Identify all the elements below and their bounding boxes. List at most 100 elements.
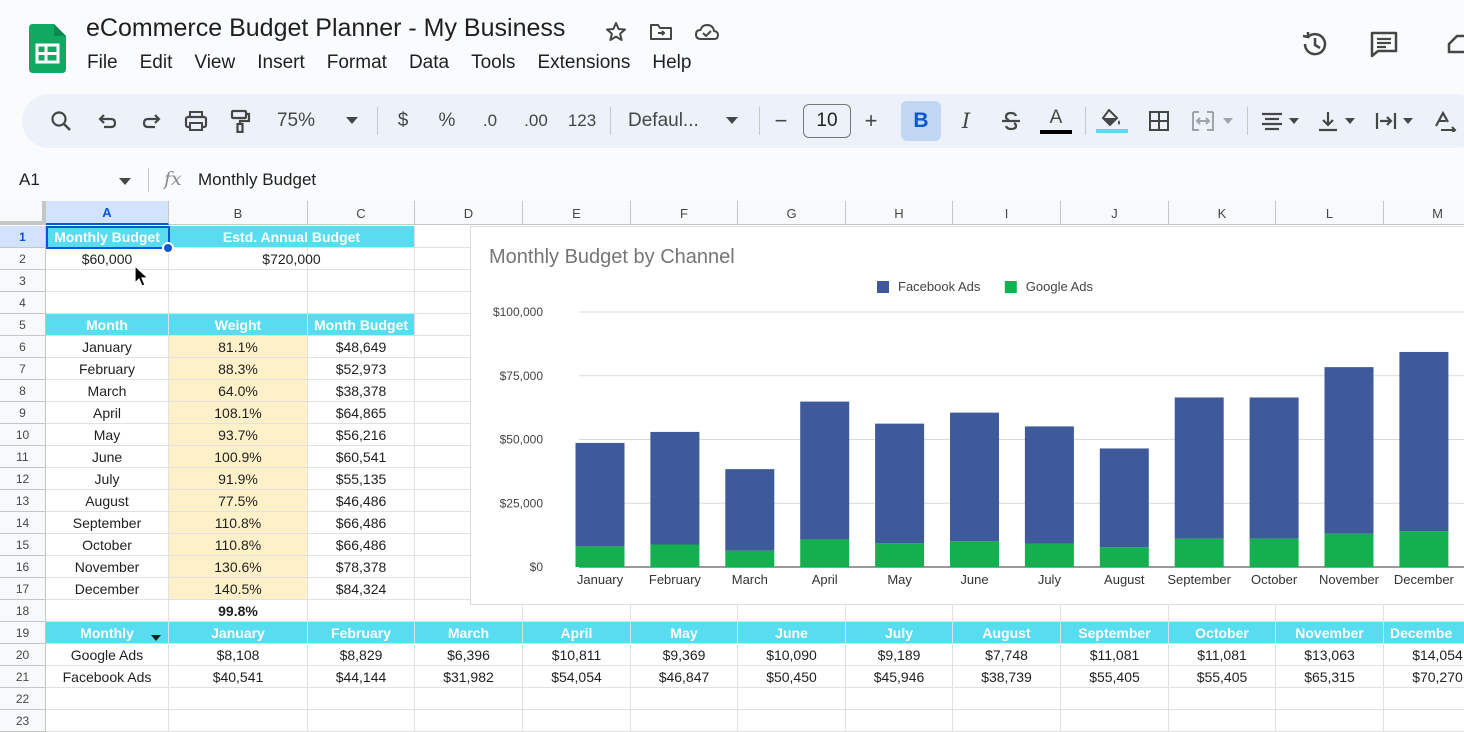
column-header-k[interactable]: K bbox=[1169, 201, 1276, 225]
cell-e20[interactable]: $10,811 bbox=[551, 646, 602, 663]
fill-color-icon[interactable] bbox=[1096, 94, 1128, 148]
row-header-18[interactable]: 18 bbox=[0, 600, 46, 622]
cell-d19[interactable]: March bbox=[415, 622, 522, 643]
decrease-decimal-button[interactable]: .0 bbox=[475, 94, 505, 148]
column-header-j[interactable]: J bbox=[1061, 201, 1169, 225]
cell-a1[interactable]: Monthly Budget bbox=[46, 226, 168, 247]
cell-a20[interactable]: Google Ads bbox=[70, 646, 144, 663]
cell-f21[interactable]: $46,847 bbox=[658, 668, 710, 685]
font-size-input[interactable]: 10 bbox=[803, 104, 851, 138]
row-header-11[interactable]: 11 bbox=[0, 446, 46, 468]
bold-button[interactable]: B bbox=[901, 101, 941, 141]
cell-b1-merged[interactable]: Estd. Annual Budget bbox=[169, 226, 414, 247]
formula-input[interactable]: Monthly Budget bbox=[198, 170, 317, 189]
cell-c17[interactable]: $84,324 bbox=[335, 580, 387, 597]
cell-h19[interactable]: July bbox=[846, 622, 952, 643]
cell-d20[interactable]: $6,396 bbox=[447, 646, 490, 663]
redo-icon[interactable] bbox=[137, 94, 167, 148]
cell-c5[interactable]: Month Budget bbox=[308, 314, 414, 335]
menu-format[interactable]: Format bbox=[326, 52, 387, 73]
cell-i21[interactable]: $38,739 bbox=[981, 668, 1032, 685]
cell-a12[interactable]: July bbox=[94, 470, 120, 487]
column-header-c[interactable]: C bbox=[308, 201, 415, 225]
cell-h20[interactable]: $9,189 bbox=[877, 646, 921, 663]
cell-a8[interactable]: March bbox=[87, 382, 127, 399]
row-header-6[interactable]: 6 bbox=[0, 336, 46, 358]
row-header-13[interactable]: 13 bbox=[0, 490, 46, 512]
cell-b13[interactable]: 77.5% bbox=[169, 490, 307, 511]
cell-f19[interactable]: May bbox=[631, 622, 737, 643]
version-history-icon[interactable] bbox=[1299, 28, 1331, 60]
cell-l20[interactable]: $13,063 bbox=[1304, 646, 1355, 663]
menu-extensions[interactable]: Extensions bbox=[537, 52, 631, 73]
font-family-select[interactable]: Defaul... bbox=[628, 110, 699, 131]
strikethrough-icon[interactable] bbox=[998, 94, 1024, 148]
document-title[interactable]: eCommerce Budget Planner - My Business bbox=[86, 14, 566, 42]
cell-a14[interactable]: September bbox=[72, 514, 142, 531]
zoom-dropdown-icon[interactable] bbox=[340, 94, 364, 148]
row-header-8[interactable]: 8 bbox=[0, 380, 46, 402]
cell-g21[interactable]: $50,450 bbox=[766, 668, 817, 685]
cell-c9[interactable]: $64,865 bbox=[335, 404, 387, 421]
cell-b6[interactable]: 81.1% bbox=[169, 336, 307, 357]
cell-k21[interactable]: $55,405 bbox=[1196, 668, 1248, 685]
cell-d21[interactable]: $31,982 bbox=[443, 668, 494, 685]
cell-b9[interactable]: 108.1% bbox=[169, 402, 307, 423]
cell-a6[interactable]: January bbox=[82, 338, 132, 355]
meet-icon[interactable] bbox=[1445, 28, 1464, 60]
column-header-i[interactable]: I bbox=[953, 201, 1061, 225]
cell-j21[interactable]: $55,405 bbox=[1089, 668, 1140, 685]
search-menus-icon[interactable] bbox=[46, 94, 76, 148]
fill-handle[interactable] bbox=[162, 242, 174, 254]
column-header-b[interactable]: B bbox=[169, 201, 308, 225]
cell-b21[interactable]: $40,541 bbox=[212, 668, 264, 685]
cell-i19[interactable]: August bbox=[953, 622, 1060, 643]
cell-a13[interactable]: August bbox=[85, 492, 129, 509]
cell-b11[interactable]: 100.9% bbox=[169, 446, 307, 467]
column-header-f[interactable]: F bbox=[631, 201, 738, 225]
row-header-23[interactable]: 23 bbox=[0, 710, 46, 732]
cell-m19[interactable]: Decembe bbox=[1384, 622, 1464, 643]
cell-j19[interactable]: September bbox=[1061, 622, 1168, 643]
borders-icon[interactable] bbox=[1145, 94, 1173, 148]
cell-l21[interactable]: $65,315 bbox=[1304, 668, 1355, 685]
cell-c15[interactable]: $66,486 bbox=[335, 536, 387, 553]
row-header-17[interactable]: 17 bbox=[0, 578, 46, 600]
cell-a16[interactable]: November bbox=[74, 558, 140, 575]
cell-a9[interactable]: April bbox=[92, 404, 121, 421]
cell-b12[interactable]: 91.9% bbox=[169, 468, 307, 489]
cell-a21[interactable]: Facebook Ads bbox=[62, 668, 152, 685]
text-wrapping-icon[interactable] bbox=[1372, 94, 1418, 148]
cell-c6[interactable]: $48,649 bbox=[335, 338, 387, 355]
row-header-3[interactable]: 3 bbox=[0, 270, 46, 292]
cell-c16[interactable]: $78,378 bbox=[335, 558, 387, 575]
cloud-saved-icon[interactable] bbox=[694, 20, 720, 44]
cell-c14[interactable]: $66,486 bbox=[335, 514, 387, 531]
cell-f20[interactable]: $9,369 bbox=[662, 646, 706, 663]
cell-c13[interactable]: $46,486 bbox=[335, 492, 387, 509]
cell-b14[interactable]: 110.8% bbox=[169, 512, 307, 533]
column-header-a[interactable]: A bbox=[46, 201, 169, 225]
cell-b16[interactable]: 130.6% bbox=[169, 556, 307, 577]
cell-c11[interactable]: $60,541 bbox=[335, 448, 387, 465]
row-header-19[interactable]: 19 bbox=[0, 622, 46, 644]
dropdown-chip-icon[interactable] bbox=[151, 629, 161, 647]
cell-a15[interactable]: October bbox=[82, 536, 132, 553]
select-all-corner[interactable] bbox=[0, 201, 46, 225]
row-header-21[interactable]: 21 bbox=[0, 666, 46, 688]
cell-k19[interactable]: October bbox=[1169, 622, 1275, 643]
cell-m21[interactable]: $70,270 bbox=[1412, 668, 1463, 685]
cell-c12[interactable]: $55,135 bbox=[335, 470, 387, 487]
menu-view[interactable]: View bbox=[194, 52, 236, 73]
cell-a11[interactable]: June bbox=[91, 448, 123, 465]
column-header-d[interactable]: D bbox=[415, 201, 523, 225]
sheets-logo-icon[interactable] bbox=[29, 24, 66, 73]
cell-c19[interactable]: February bbox=[308, 622, 414, 643]
menu-edit[interactable]: Edit bbox=[139, 52, 173, 73]
row-header-15[interactable]: 15 bbox=[0, 534, 46, 556]
column-header-l[interactable]: L bbox=[1276, 201, 1384, 225]
horizontal-align-icon[interactable] bbox=[1258, 94, 1304, 148]
decrease-font-size-button[interactable]: − bbox=[774, 108, 788, 133]
row-header-22[interactable]: 22 bbox=[0, 688, 46, 710]
cell-b15[interactable]: 110.8% bbox=[169, 534, 307, 555]
